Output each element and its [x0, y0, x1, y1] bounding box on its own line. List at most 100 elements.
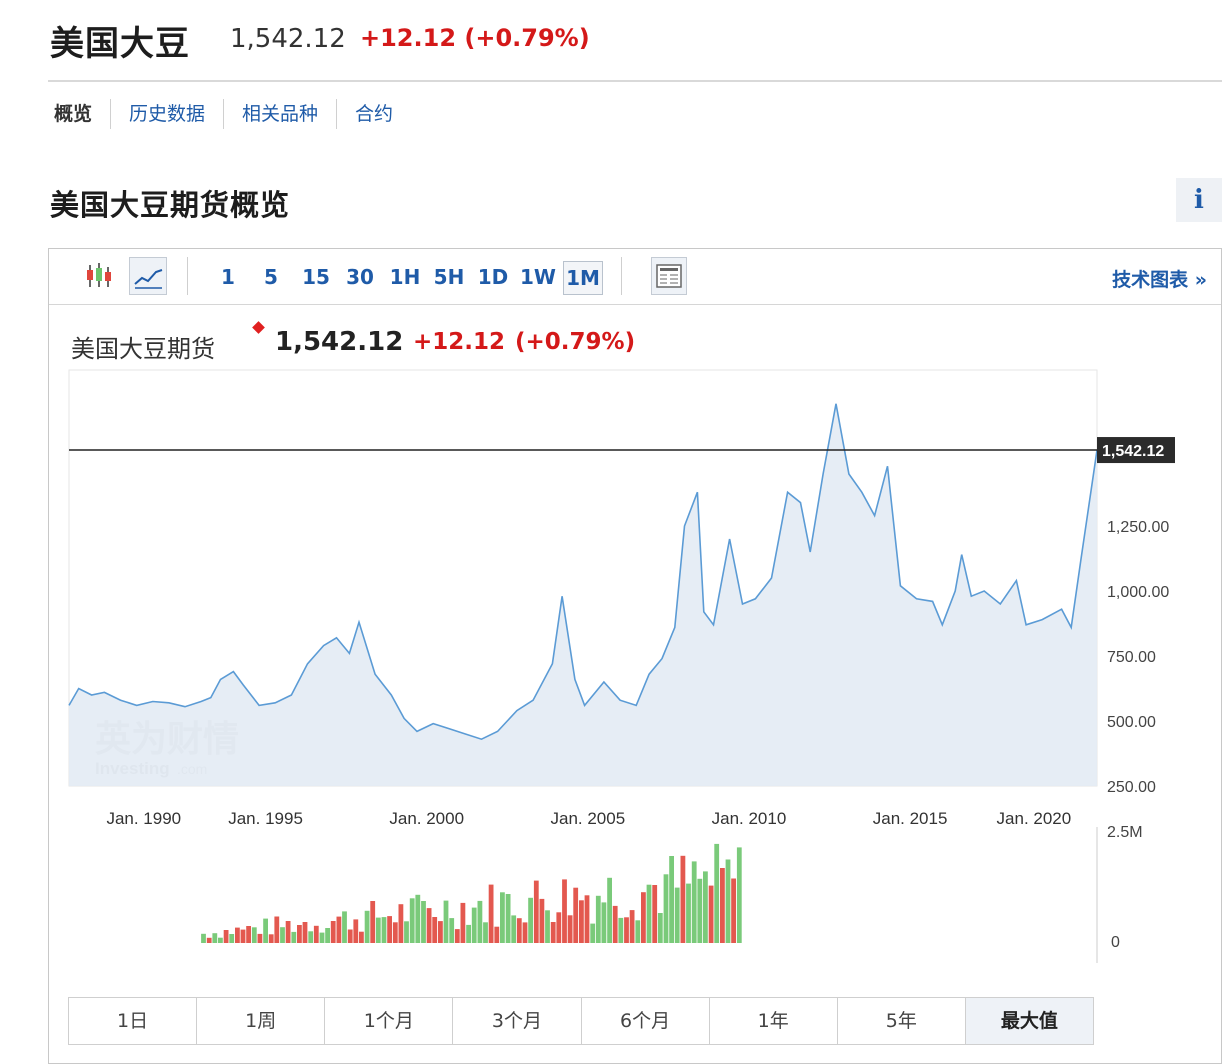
x-tick-label: Jan. 2010: [712, 809, 787, 828]
volume-bar: [657, 913, 663, 943]
volume-max-label: 2.5M: [1107, 824, 1143, 841]
candlestick-icon[interactable]: [79, 257, 117, 295]
timeframe-15[interactable]: 15: [302, 265, 330, 289]
volume-bar: [579, 900, 584, 943]
volume-bar: [201, 933, 206, 943]
timeframe-5[interactable]: 5: [264, 265, 278, 289]
subnav-contracts[interactable]: 合约: [336, 99, 411, 129]
volume-bar: [409, 898, 415, 943]
volume-bar: [720, 868, 725, 943]
volume-bar: [438, 921, 443, 943]
volume-bar: [567, 915, 573, 943]
volume-bar: [421, 901, 426, 943]
info-icon[interactable]: i: [1176, 178, 1222, 222]
x-tick-label: Jan. 2000: [389, 809, 464, 828]
volume-bar: [466, 924, 471, 943]
volume-bar: [533, 880, 539, 943]
volume-bar: [291, 931, 297, 943]
volume-bar: [708, 885, 714, 943]
subnav-overview[interactable]: 概览: [54, 103, 93, 125]
volume-bar: [302, 922, 308, 943]
range-max[interactable]: 最大值: [964, 998, 1093, 1044]
volume-bar: [516, 918, 522, 943]
volume-bar: [477, 900, 483, 943]
subnav-related[interactable]: 相关品种: [223, 99, 336, 129]
volume-bar: [229, 934, 235, 943]
volume-bar: [454, 929, 460, 943]
y-tick-label: 750.00: [1107, 649, 1156, 666]
volume-bar: [607, 877, 612, 943]
timeframe-1[interactable]: 1: [221, 265, 235, 289]
volume-bar: [511, 915, 517, 943]
chart-panel: 1 5 15 30 1H 5H 1D 1W 1M 技术图表 » 美国大豆期货 1…: [48, 248, 1222, 1064]
toolbar-divider: [621, 257, 622, 295]
volume-bar: [223, 930, 229, 943]
range-1d[interactable]: 1日: [69, 998, 197, 1044]
timeframe-1w[interactable]: 1W: [520, 265, 556, 289]
volume-bar: [330, 921, 336, 943]
volume-bar: [347, 929, 353, 943]
instrument-title: 美国大豆: [50, 24, 190, 64]
volume-bar: [426, 908, 432, 943]
timeframe-1d[interactable]: 1D: [477, 265, 509, 289]
volume-bar: [218, 937, 223, 943]
range-1y[interactable]: 1年: [708, 998, 837, 1044]
volume-bar: [624, 917, 629, 943]
volume-bar: [370, 901, 376, 943]
price-line: [68, 403, 1098, 741]
volume-bar: [612, 905, 618, 943]
volume-bar: [313, 925, 319, 943]
range-6m[interactable]: 6个月: [580, 998, 709, 1044]
volume-bar: [590, 923, 596, 943]
price-chart[interactable]: 英为财情Investing.com1,542.12250.00500.00750…: [49, 249, 1221, 989]
volume-bar: [703, 871, 708, 943]
volume-bar: [263, 918, 268, 943]
volume-bar: [325, 928, 330, 943]
volume-bar: [280, 927, 285, 943]
volume-bar: [646, 884, 652, 943]
technical-chart-link[interactable]: 技术图表 »: [1112, 269, 1207, 291]
news-overlay-icon[interactable]: [651, 257, 687, 295]
chart-toolbar: 1 5 15 30 1H 5H 1D 1W 1M 技术图表 »: [49, 249, 1221, 305]
y-tick-label: 500.00: [1107, 714, 1156, 731]
volume-bar: [246, 926, 251, 943]
range-1w[interactable]: 1周: [196, 998, 325, 1044]
range-5y[interactable]: 5年: [836, 998, 965, 1044]
current-price-badge: [1097, 437, 1175, 464]
volume-bar: [404, 921, 409, 943]
volume-bar: [375, 917, 381, 943]
range-1m[interactable]: 1个月: [324, 998, 453, 1044]
volume-bar: [641, 892, 646, 943]
volume-bar: [556, 912, 562, 943]
timeframe-30[interactable]: 30: [346, 265, 374, 289]
volume-bar: [443, 900, 449, 943]
volume-bar: [494, 926, 500, 943]
timeframe-1h[interactable]: 1H: [389, 265, 421, 289]
volume-bar: [584, 895, 590, 943]
range-3m[interactable]: 3个月: [452, 998, 581, 1044]
volume-bar: [387, 916, 392, 943]
x-tick-label: Jan. 1995: [228, 809, 303, 828]
line-chart-icon[interactable]: [129, 257, 167, 295]
volume-bar: [319, 932, 325, 943]
x-tick-label: Jan. 1990: [106, 809, 181, 828]
timeframe-5h[interactable]: 5H: [433, 265, 465, 289]
volume-bar: [618, 917, 624, 943]
volume-bar: [669, 856, 674, 943]
subnav-historical-data[interactable]: 历史数据: [110, 99, 223, 129]
instrument-price: 1,542.12: [230, 24, 346, 54]
volume-bar: [268, 934, 274, 943]
volume-bar: [212, 933, 218, 943]
volume-bar: [635, 920, 641, 943]
volume-bar: [353, 919, 359, 943]
volume-bar: [206, 937, 212, 943]
timeframe-1m[interactable]: 1M: [563, 261, 603, 295]
volume-bar: [251, 927, 257, 943]
volume-bar: [449, 918, 455, 943]
volume-bar: [505, 894, 511, 943]
volume-bar: [342, 911, 347, 943]
volume-bar: [381, 917, 387, 943]
volume-zero-label: 0: [1111, 934, 1120, 951]
volume-bar: [297, 925, 302, 943]
volume-bar: [562, 879, 567, 943]
